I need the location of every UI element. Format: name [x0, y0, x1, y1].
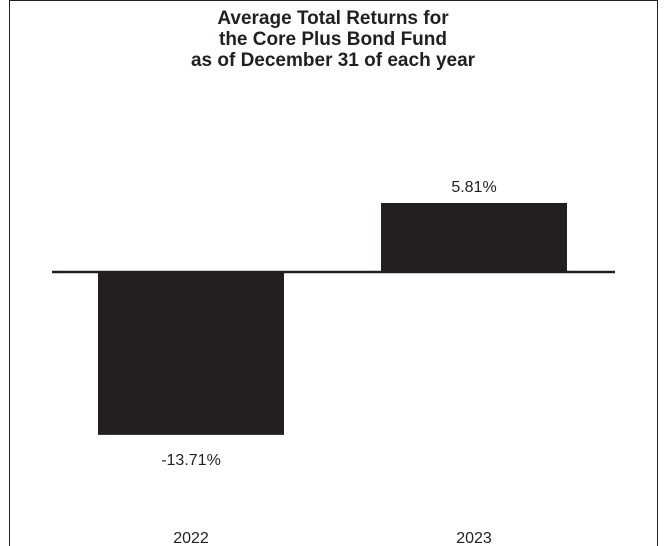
bar-2022	[98, 272, 284, 435]
data-label-2022: -13.71%	[161, 452, 221, 469]
bar-2023	[381, 202, 567, 272]
chart-title-line-2: the Core Plus Bond Fund	[219, 29, 447, 50]
chart-frame	[9, 0, 658, 546]
chart-title-line-3: as of December 31 of each year	[190, 50, 476, 71]
x-tick-label-2022: 2022	[173, 530, 209, 546]
x-tick-label-2023: 2023	[456, 530, 492, 546]
chart-title: Average Total Returns for the Core Plus …	[0, 8, 666, 71]
data-label-2023: 5.81%	[451, 179, 496, 196]
chart-title-line-1: Average Total Returns for	[217, 8, 449, 29]
